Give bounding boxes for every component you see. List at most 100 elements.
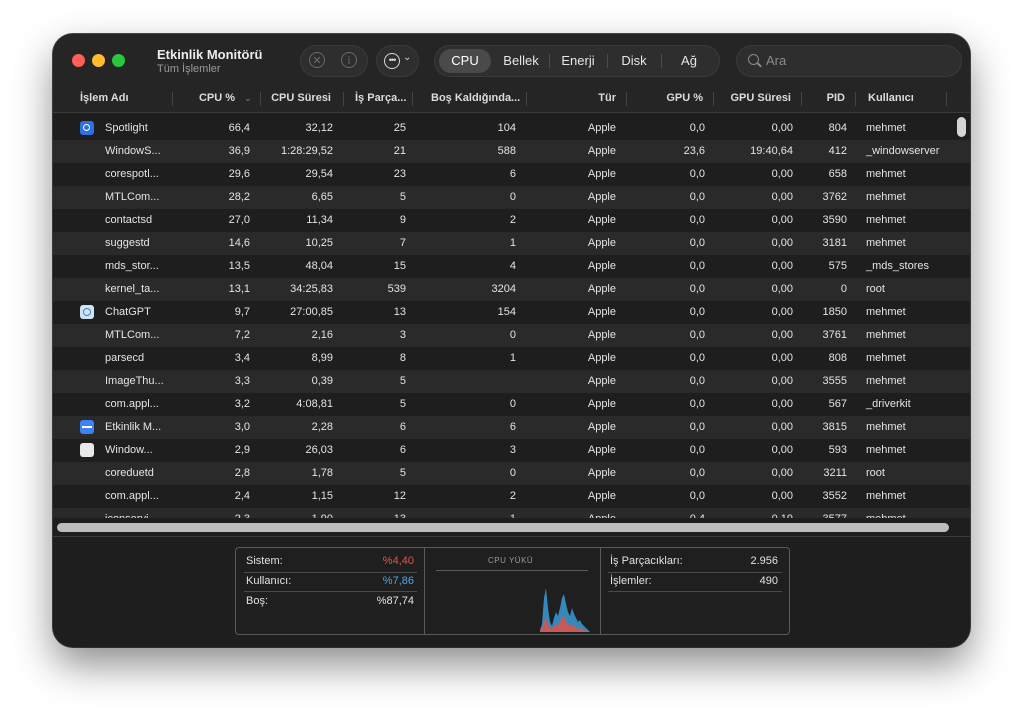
close-window-button[interactable] — [72, 54, 85, 67]
tab-cpu[interactable]: CPU — [439, 49, 491, 73]
cell-pid: 593 — [828, 444, 847, 456]
table-row[interactable]: ImageThu... 3,3 0,39 5 Apple 0,0 0,00 3555 mehme… — [53, 370, 970, 393]
table-row[interactable]: kernel_ta... 13,1 34:25,83 539 3204 Apple 0,0 0… — [53, 278, 970, 301]
column-header-gpu-percent[interactable]: GPU % — [666, 92, 703, 104]
column-divider[interactable] — [946, 92, 947, 106]
column-divider[interactable] — [412, 92, 413, 106]
tab-disk[interactable]: Disk — [621, 53, 647, 68]
column-header-kind[interactable]: Tür — [598, 92, 616, 104]
column-divider[interactable] — [855, 92, 856, 106]
inspect-process-button[interactable]: i — [341, 52, 357, 68]
cell-idle-wakeups: 1 — [433, 513, 516, 522]
user-value: %7,86 — [382, 575, 414, 587]
column-divider[interactable] — [526, 92, 527, 106]
cell-cpu-percent: 29,6 — [228, 168, 250, 180]
cell-cpu-percent: 3,0 — [234, 421, 250, 433]
cell-idle-wakeups: 0 — [509, 329, 516, 341]
cell-kind: Apple — [587, 490, 616, 502]
cell-user: mehmet — [866, 191, 906, 203]
table-row[interactable]: corespotl... 29,6 29,54 23 6 Apple 0,0 0,00 658 m… — [53, 163, 970, 186]
cell-gpu-time: 0,00 — [771, 375, 793, 387]
cell-kind: Apple — [587, 283, 616, 295]
table-row[interactable]: com.appl... 3,2 4:08,81 5 0 Apple 0,0 0,00 567 _d… — [53, 393, 970, 416]
table-row[interactable]: WindowS... 36,9 1:28:29,52 21 588 Apple 23,6 19… — [53, 140, 970, 163]
table-row[interactable]: parsecd 3,4 8,99 8 1 Apple 0,0 0,00 808 mehmet — [53, 347, 970, 370]
resource-tabs: CPU Bellek Enerji Disk Ağ — [434, 45, 720, 77]
threads-value: 2.956 — [750, 555, 778, 567]
more-actions-button[interactable]: ••• ⌄ — [376, 45, 419, 77]
table-row[interactable]: com.appl... 2,4 1,15 12 2 Apple 0,0 0,00 3552 meh… — [53, 485, 970, 508]
cell-user: root — [866, 467, 885, 479]
cell-cpu-percent: 3,2 — [234, 398, 250, 410]
cell-gpu-percent: 0,0 — [689, 283, 705, 295]
column-divider[interactable] — [801, 92, 802, 106]
cell-cpu-percent: 3,3 — [234, 375, 250, 387]
cell-cpu-time: 1:28:29,52 — [281, 145, 333, 157]
table-row[interactable]: coreduetd 2,8 1,78 5 0 Apple 0,0 0,00 3211 root — [53, 462, 970, 485]
table-row[interactable]: Etkinlik M... 3,0 2,28 6 6 Apple 0,0 0,00 3815 me… — [53, 416, 970, 439]
cell-kind: Apple — [587, 467, 616, 479]
table-row[interactable]: ChatGPT 9,7 27:00,85 13 154 Apple 0,0 0,00 1850 m… — [53, 301, 970, 324]
cell-cpu-time: 10,25 — [305, 237, 333, 249]
cell-user: _driverkit — [866, 398, 911, 410]
cell-threads: 3 — [399, 329, 406, 341]
search-field[interactable]: Ara — [736, 45, 962, 77]
column-divider[interactable] — [172, 92, 173, 106]
cell-process-name: MTLCom... — [105, 191, 160, 203]
table-row[interactable]: mds_stor... 13,5 48,04 15 4 Apple 0,0 0,00 575 _m… — [53, 255, 970, 278]
cell-kind: Apple — [587, 191, 616, 203]
cell-cpu-percent: 28,2 — [228, 191, 250, 203]
column-header-threads[interactable]: İş Parça... — [355, 92, 407, 104]
cell-user: mehmet — [866, 421, 906, 433]
cell-gpu-percent: 0,0 — [689, 444, 705, 456]
table-row[interactable]: contactsd 27,0 11,34 9 2 Apple 0,0 0,00 3590 mehm… — [53, 209, 970, 232]
cell-kind: Apple — [533, 513, 616, 522]
tab-energy[interactable]: Enerji — [561, 53, 595, 68]
zoom-window-button[interactable] — [112, 54, 125, 67]
cell-user: mehmet — [866, 490, 906, 502]
column-header-gpu-time[interactable]: GPU Süresi — [730, 92, 791, 104]
table-row[interactable]: Spotlight 66,4 32,12 25 104 Apple 0,0 0,00 804 me… — [53, 117, 970, 140]
column-header-cpu-time[interactable]: CPU Süresi — [271, 92, 331, 104]
vertical-scrollbar[interactable] — [957, 117, 966, 137]
tab-memory[interactable]: Bellek — [503, 53, 539, 68]
cell-kind: Apple — [587, 168, 616, 180]
cell-user: mehmet — [866, 306, 906, 318]
column-divider[interactable] — [626, 92, 627, 106]
cell-gpu-percent: 0,0 — [689, 490, 705, 502]
table-row[interactable]: Window... 2,9 26,03 6 3 Apple 0,0 0,00 593 mehmet — [53, 439, 970, 462]
column-divider[interactable] — [260, 92, 261, 106]
cell-idle-wakeups: 3 — [509, 444, 516, 456]
column-header-pid[interactable]: PID — [826, 92, 845, 104]
cell-threads: 6 — [399, 444, 406, 456]
table-row[interactable]: MTLCom... 28,2 6,65 5 0 Apple 0,0 0,00 3762 mehme… — [53, 186, 970, 209]
minimize-window-button[interactable] — [92, 54, 105, 67]
cell-cpu-percent: 9,7 — [234, 306, 250, 318]
sort-descending-icon: ⌄ — [244, 93, 252, 103]
cell-kind: Apple — [587, 329, 616, 341]
cell-kind: Apple — [587, 145, 616, 157]
tab-divider — [661, 54, 662, 68]
activity-monitor-window: Etkinlik Monitörü Tüm İşlemler ✕ i ••• ⌄… — [53, 34, 970, 647]
cell-cpu-percent: 13,5 — [228, 260, 250, 272]
stop-process-button[interactable]: ✕ — [309, 52, 325, 68]
table-row[interactable]: suggestd 14,6 10,25 7 1 Apple 0,0 0,00 3181 mehme… — [53, 232, 970, 255]
cell-threads: 13 — [393, 306, 406, 318]
cell-cpu-time: 1,78 — [311, 467, 333, 479]
column-divider[interactable] — [713, 92, 714, 106]
column-header-idle-wakeups[interactable]: Boş Kaldığında... — [431, 92, 521, 104]
table-row[interactable]: MTLCom... 7,2 2,16 3 0 Apple 0,0 0,00 3761 mehmet — [53, 324, 970, 347]
cell-gpu-time: 0,00 — [771, 490, 793, 502]
column-header-cpu-percent[interactable]: CPU % — [198, 92, 235, 104]
view-subtitle: Tüm İşlemler — [157, 63, 221, 75]
cell-idle-wakeups: 104 — [497, 122, 516, 134]
cell-threads: 8 — [399, 352, 406, 364]
horizontal-scrollbar[interactable] — [57, 523, 949, 532]
tab-network[interactable]: Ağ — [681, 53, 697, 68]
column-header-user[interactable]: Kullanıcı — [868, 92, 914, 104]
column-divider[interactable] — [343, 92, 344, 106]
cell-cpu-percent: 3,4 — [234, 352, 250, 364]
cell-gpu-percent: 0,0 — [689, 329, 705, 341]
cell-user: mehmet — [866, 444, 906, 456]
column-header-process-name[interactable]: İşlem Adı — [80, 92, 129, 104]
